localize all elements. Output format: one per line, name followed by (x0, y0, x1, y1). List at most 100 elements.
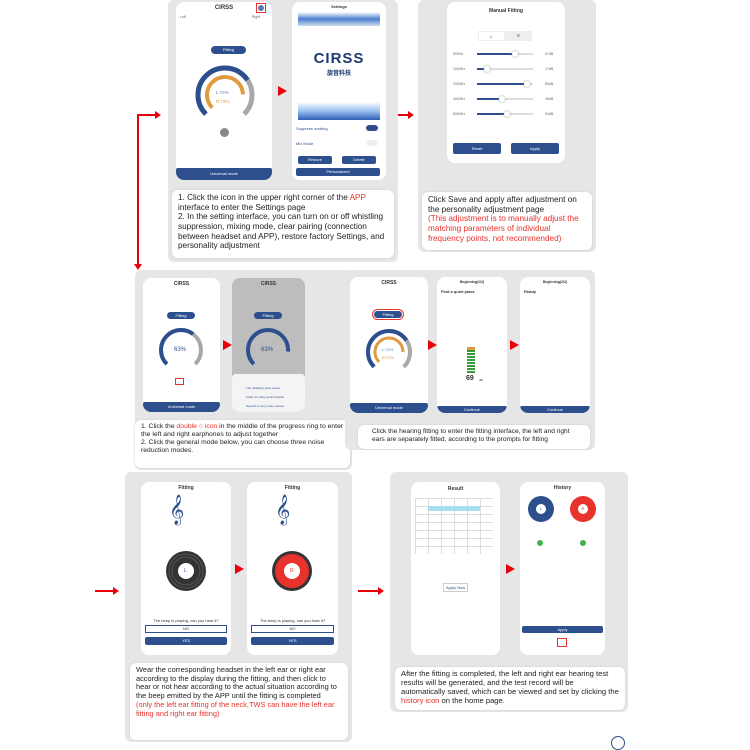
highlight-text: icon (204, 423, 218, 430)
band-frequency: 1000Hz (453, 67, 466, 71)
personalized-button[interactable]: Personalized (296, 168, 380, 176)
suppress-howling-toggle[interactable] (366, 125, 378, 131)
progress-ring[interactable] (194, 64, 256, 126)
slider-thumb[interactable] (504, 111, 511, 117)
flow-arrowhead (134, 264, 142, 270)
fitting-button[interactable]: Fitting (372, 309, 404, 320)
flow-arrow (358, 587, 384, 595)
screen-title: Fitting (284, 485, 301, 491)
text: on the home page. (439, 695, 505, 705)
highlight-text: APP (349, 193, 366, 202)
screen-title: History (553, 485, 572, 491)
fitting-button[interactable]: Fitting (167, 312, 195, 319)
history-tab-icon[interactable] (557, 638, 567, 647)
slider-thumb[interactable] (523, 81, 530, 87)
band-slider[interactable] (477, 66, 533, 72)
yes-button[interactable]: YES (145, 637, 227, 645)
band-slider[interactable] (477, 81, 533, 87)
band-value: 45dB (545, 97, 554, 101)
left-percent: L:72% (382, 347, 394, 352)
left-fitting-screen: Fitting 𝄞 L The beep is playing, can you… (141, 482, 231, 655)
screen-title: Beginning(1/2) (459, 280, 485, 284)
delete-button[interactable]: Delete (342, 156, 376, 164)
band-value: 89dB (545, 82, 554, 86)
step2-description: Click Save and apply after adjustment on… (422, 192, 592, 250)
ear-label: R (290, 568, 294, 574)
universal-mode-button[interactable]: Universal mode (350, 403, 428, 413)
continue-button[interactable]: Continue (437, 406, 507, 413)
ear-label: L (184, 568, 187, 574)
db-value: 69 (466, 375, 474, 382)
text: Wear the corresponding headset in the le… (136, 665, 337, 701)
step1-panel: CIRSS Left Right Fitting L:72% R:72% Uni… (168, 0, 398, 262)
band-frequency: 4000Hz (453, 97, 466, 101)
restore-button[interactable]: Restore (298, 156, 332, 164)
noise-meter (467, 347, 475, 373)
band-slider[interactable] (477, 96, 533, 102)
text: 2. In the setting interface, you can tur… (178, 212, 385, 251)
band-slider[interactable] (477, 51, 533, 57)
step3-panel: CIRSS Fitting 63% Universal mode CIRSS F… (135, 270, 352, 470)
flow-line (137, 114, 139, 266)
ear-label: R (578, 504, 588, 514)
fitting-button[interactable]: Fitting (254, 312, 282, 319)
next-arrow (278, 86, 287, 96)
text: 2. Click the general mode below, you can… (141, 439, 325, 455)
note-text: (This adjustment is to manually adjust t… (428, 214, 579, 243)
mode-item[interactable]: The relatively quiet scene (246, 386, 281, 390)
logo: CIRSS (313, 50, 365, 67)
ear-left-icon: 𝄞 (169, 494, 185, 524)
slider-thumb[interactable] (511, 51, 518, 57)
right-percent: R:72% (216, 99, 230, 104)
reset-button[interactable]: Reset (453, 143, 501, 154)
ear-label: L (536, 504, 546, 514)
continue-button[interactable]: Continue (520, 406, 590, 413)
right-history-dial[interactable]: R (570, 496, 596, 522)
next-arrow (235, 564, 244, 574)
apply-now-button[interactable]: Apply Now (443, 583, 469, 592)
flow-arrow (137, 111, 161, 119)
gear-icon[interactable] (256, 3, 266, 13)
slider-thumb[interactable] (483, 66, 490, 72)
no-button[interactable]: NO (145, 625, 227, 633)
quiet-place-screen: Beginning(1/2) Find a quiet place 69 dB … (437, 277, 507, 413)
mix-mode-toggle[interactable] (366, 140, 378, 146)
note-text: (only the left ear fitting of the neck,T… (136, 699, 335, 718)
double-ring-icon: ○ (198, 423, 203, 430)
add-icon[interactable] (611, 736, 625, 750)
universal-mode-button[interactable]: Universal mode (176, 168, 272, 180)
wave-banner (298, 12, 380, 26)
db-unit: dB (479, 378, 483, 382)
ear-tab-right[interactable]: R (505, 31, 532, 41)
progress-ring (246, 328, 290, 372)
question-text: The beep is playing, can you hear it? (153, 618, 219, 623)
double-ring-icon[interactable] (175, 378, 184, 385)
band-slider[interactable] (477, 111, 533, 117)
step5-panel: Fitting 𝄞 L The beep is playing, can you… (125, 472, 352, 742)
text: 1. Click the icon in the upper right cor… (178, 193, 350, 202)
band-value: 67dB (545, 52, 554, 56)
fitting-button[interactable]: Fitting (211, 46, 246, 54)
wave-banner (298, 102, 380, 120)
apply-button[interactable]: Apply (522, 626, 603, 633)
settings-screen: Settings CIRSS 旋音科技 Suppress howling Mix… (292, 2, 386, 180)
next-arrow (506, 564, 515, 574)
mode-item[interactable]: Speech in very noisy scenes (246, 404, 285, 408)
universal-mode-button[interactable]: Universal mode (143, 402, 220, 412)
fitting-progress-dial (166, 551, 206, 591)
progress-ring[interactable] (157, 326, 205, 374)
apply-button[interactable]: Apply (511, 143, 559, 154)
no-button[interactable]: NO (251, 625, 334, 633)
progress-ring[interactable] (364, 327, 414, 377)
left-history-dial[interactable]: L (528, 496, 554, 522)
ear-tab-left[interactable]: L (478, 31, 505, 41)
next-arrow (510, 340, 519, 350)
next-arrow (223, 340, 232, 350)
yes-button[interactable]: YES (251, 637, 334, 645)
double-ring-icon[interactable] (220, 128, 229, 137)
mode-item[interactable]: Listen to noisy environments (246, 395, 285, 399)
slider-thumb[interactable] (499, 96, 506, 102)
highlight-text: double (176, 423, 197, 430)
band-value: 54dB (545, 112, 554, 116)
check-icon (537, 540, 543, 546)
